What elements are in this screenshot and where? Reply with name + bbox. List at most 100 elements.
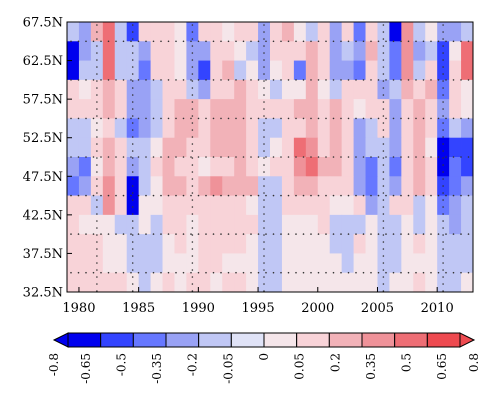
colorbar-label: 0 (257, 353, 271, 361)
stipple-dot (263, 269, 265, 271)
stipple-dot (370, 271, 372, 274)
heatmap-cell (198, 137, 211, 158)
stipple-dot (191, 94, 194, 96)
stipple-dot (263, 122, 265, 124)
stipple-dot (263, 227, 265, 229)
stipple-dot (70, 233, 72, 235)
stipple-dot (100, 40, 102, 43)
stipple-dot (115, 40, 117, 43)
heatmap-cell (293, 99, 307, 119)
heatmap-cell (67, 272, 80, 293)
stipple-dot (131, 255, 134, 257)
stipple-dot (263, 73, 265, 75)
stipple-dot (347, 156, 350, 158)
heatmap-cell (258, 234, 271, 254)
stipple-dot (242, 40, 245, 43)
stipple-dot (265, 271, 267, 274)
stipple-dot (242, 156, 245, 158)
stipple-dot (317, 194, 320, 197)
stipple-dot (70, 40, 72, 43)
stipple-dot (115, 117, 117, 120)
heatmap-cell (353, 253, 366, 274)
stipple-dot (96, 290, 98, 292)
heatmap-cell (210, 79, 223, 100)
stipple-dot (445, 117, 447, 120)
heatmap-cell (138, 253, 151, 274)
heatmap-cell (210, 41, 223, 61)
stipple-dot (92, 271, 95, 274)
stipple-dot (92, 233, 95, 235)
stipple-dot (263, 45, 265, 47)
stipple-dot (191, 199, 194, 201)
heatmap-cell (389, 253, 402, 274)
stipple-dot (325, 194, 327, 197)
stipple-dot (130, 156, 132, 158)
stipple-dot (250, 156, 252, 158)
stipple-dot (332, 117, 335, 120)
heatmap-cell (341, 253, 354, 274)
stipple-dot (467, 79, 470, 81)
heatmap-cell (377, 195, 390, 216)
y-tick-label: 52.5N (23, 131, 63, 146)
heatmap-cell (317, 195, 331, 216)
heatmap-cell (258, 272, 271, 293)
stipple-dot (460, 271, 462, 274)
heatmap-cell (425, 79, 438, 100)
stipple-dot (263, 24, 265, 26)
stipple-dot (131, 269, 134, 271)
stipple-dot (392, 156, 395, 158)
heatmap-cell (461, 157, 474, 177)
stipple-dot (437, 117, 440, 120)
heatmap-cell (401, 137, 414, 158)
heatmap-cell (389, 41, 402, 61)
stipple-dot (263, 192, 265, 194)
stipple-dot (131, 290, 134, 292)
heatmap-cell (246, 272, 259, 293)
heatmap-cell (162, 234, 175, 254)
stipple-dot (85, 271, 87, 274)
heatmap-cell (246, 60, 259, 81)
heatmap-cell (90, 214, 104, 235)
stipple-dot (415, 194, 417, 197)
heatmap-cell (222, 99, 235, 119)
heatmap-cell (329, 195, 343, 216)
stipple-dot (96, 276, 98, 278)
heatmap-cell (210, 22, 223, 42)
heatmap-cell (150, 118, 163, 139)
stipple-dot (382, 199, 385, 201)
heatmap-cell (150, 234, 163, 254)
stipple-dot (191, 136, 194, 138)
heatmap-cell (425, 99, 438, 119)
heatmap-cell (258, 118, 271, 139)
stipple-dot (191, 101, 194, 103)
heatmap-cell (234, 137, 247, 158)
stipple-dot (205, 271, 207, 274)
stipple-dot (442, 255, 444, 257)
heatmap-cell (126, 137, 140, 158)
colorbar-swatch (67, 332, 102, 348)
stipple-dot (131, 108, 134, 110)
heatmap-cell (425, 60, 438, 81)
heatmap-cell (353, 272, 366, 293)
stipple-dot (131, 185, 134, 187)
heatmap-cell (67, 79, 80, 100)
stipple-dot (96, 269, 98, 271)
heatmap-cell (114, 60, 128, 81)
stipple-dot (382, 94, 385, 96)
heatmap-cell (389, 79, 402, 100)
stipple-dot (190, 233, 192, 235)
heatmap-cell (413, 157, 426, 177)
heatmap-cell (78, 137, 92, 158)
heatmap-cell (413, 176, 426, 196)
stipple-dot (332, 40, 335, 43)
heatmap-cell (174, 41, 187, 61)
heatmap-cell (78, 214, 92, 235)
heatmap-cell (114, 176, 128, 196)
stipple-dot (382, 38, 385, 40)
heatmap-cell (461, 195, 474, 216)
stipple-dot (263, 234, 265, 236)
heatmap-cell (389, 137, 402, 158)
heatmap-cell (305, 99, 319, 119)
stipple-dot (382, 269, 385, 271)
